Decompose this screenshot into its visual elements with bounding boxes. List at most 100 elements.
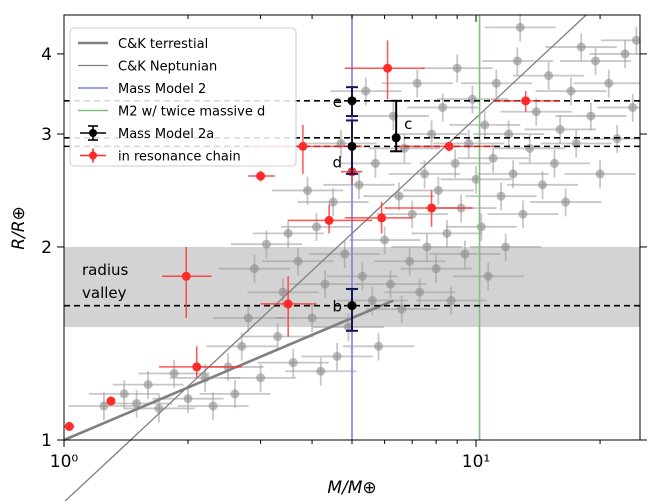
planet-label-e: e [333, 93, 342, 111]
band-label-valley: valley [82, 284, 127, 302]
resonance-planet-point [256, 171, 266, 181]
background-planet-point [446, 296, 456, 306]
background-planet-point [515, 22, 525, 32]
y-axis-label: R/R⊕ [9, 206, 29, 250]
background-planet-point [154, 403, 164, 413]
background-planet-point [538, 180, 548, 190]
legend-swatch-point [89, 151, 97, 160]
x-axis-label: M/M⊕ [327, 478, 376, 498]
resonance-planet-point [106, 396, 116, 406]
background-planet-point [491, 78, 501, 88]
background-planet-point [561, 197, 571, 207]
background-planet-point [407, 209, 417, 219]
resonance-planet-point [64, 421, 74, 431]
background-planet-point [576, 42, 586, 52]
background-planet-point [467, 94, 477, 104]
x-tick-label: 10¹ [462, 452, 490, 472]
background-planet-point [293, 256, 303, 266]
resonance-planet-point [521, 96, 531, 106]
planet-label-d: d [332, 153, 342, 171]
background-planet-point [367, 296, 377, 306]
background-planet-point [566, 86, 576, 96]
background-planet-point [508, 169, 518, 179]
model-2a-point [347, 96, 357, 106]
background-planet-point [405, 256, 415, 266]
legend-box [69, 27, 297, 167]
background-planet-point [422, 242, 432, 252]
background-planet-point [361, 86, 371, 96]
background-planet-point [397, 304, 407, 314]
legend-swatch-point [89, 129, 97, 137]
resonance-planet-point [377, 213, 387, 223]
legend-label: Mass Model 2 [118, 82, 206, 97]
ck-neptunian-line [64, 14, 587, 501]
background-planet-point [620, 49, 630, 59]
background-planet-point [631, 35, 641, 45]
background-planet-point [480, 120, 490, 130]
background-planet-point [604, 78, 614, 88]
background-planet-point [370, 158, 380, 168]
background-planet-point [343, 322, 353, 332]
model-2a-point [347, 141, 357, 151]
background-planet-point [591, 56, 601, 66]
background-planet-point [208, 401, 218, 411]
background-planet-point [471, 174, 481, 184]
background-planet-point [354, 180, 364, 190]
background-planet-point [420, 169, 430, 179]
background-planet-point [450, 158, 460, 168]
background-planet-point [256, 373, 266, 383]
background-planet-point [586, 111, 596, 121]
background-planet-point [169, 368, 179, 378]
background-planet-point [531, 107, 541, 117]
y-tick-label: 1 [41, 431, 52, 451]
background-planet-point [250, 264, 260, 274]
background-planet-point [278, 287, 288, 297]
background-planet-point [307, 313, 317, 323]
background-planet-point [340, 249, 350, 259]
background-planet-point [243, 313, 253, 323]
background-planet-point [496, 191, 506, 201]
background-planet-point [316, 366, 326, 376]
background-planet-point [501, 242, 511, 252]
background-planet-point [394, 191, 404, 201]
resonance-planet-point [324, 215, 334, 225]
resonance-planet-point [181, 271, 191, 281]
background-planet-point [549, 158, 559, 168]
background-planet-point [357, 271, 367, 281]
resonance-planet-point [283, 299, 293, 309]
background-planet-point [132, 399, 142, 409]
background-planet-point [488, 153, 498, 163]
background-planet-point [525, 143, 535, 153]
ck-terrestrial-line [63, 299, 394, 442]
background-planet-point [183, 394, 193, 404]
background-planet-point [385, 279, 395, 289]
background-planet-point [288, 358, 298, 368]
planet-label-c: c [404, 115, 412, 133]
background-planet-point [237, 341, 247, 351]
background-planet-point [303, 185, 313, 195]
background-planet-point [555, 124, 565, 134]
planet-label-b: b [332, 298, 342, 316]
legend-label: in resonance chain [118, 150, 241, 165]
background-planet-point [320, 279, 330, 289]
background-planet-point [328, 197, 338, 207]
resonance-planet-point [383, 63, 393, 73]
background-planet-point [143, 380, 153, 390]
legend-label: C&K Neptunian [118, 60, 217, 75]
background-planet-point [230, 389, 240, 399]
background-planet-point [119, 389, 129, 399]
background-planet-point [504, 129, 514, 139]
background-planet-point [452, 63, 462, 73]
background-planet-point [332, 351, 342, 361]
background-planet-point [544, 71, 554, 81]
background-planet-point [311, 222, 321, 232]
background-planet-point [438, 102, 448, 112]
background-planet-point [412, 78, 422, 88]
resonance-planet-point [427, 203, 437, 213]
resonance-planet-point [192, 362, 202, 372]
background-planet-point [427, 129, 437, 139]
background-planet-point [431, 264, 441, 274]
background-planet-point [442, 228, 452, 238]
background-planet-point [628, 102, 638, 112]
